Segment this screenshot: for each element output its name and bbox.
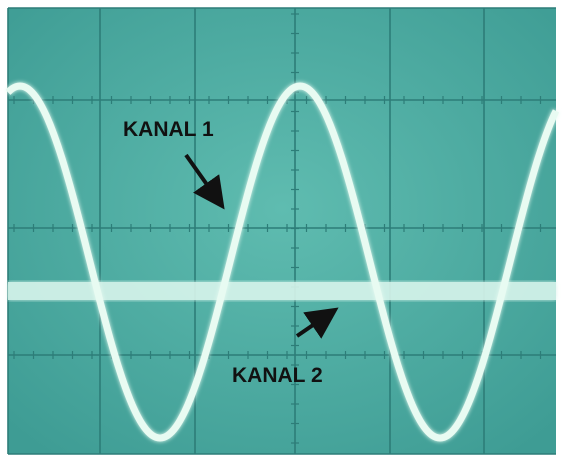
channel-2-trace	[8, 282, 556, 300]
oscilloscope-screen: KANAL 1 KANAL 2	[0, 0, 562, 460]
channel-label: KANAL 1	[123, 118, 214, 141]
channel-label: KANAL 2	[232, 364, 323, 387]
page: KANAL 1 KANAL 2 (() => { const data = JS…	[0, 0, 562, 460]
